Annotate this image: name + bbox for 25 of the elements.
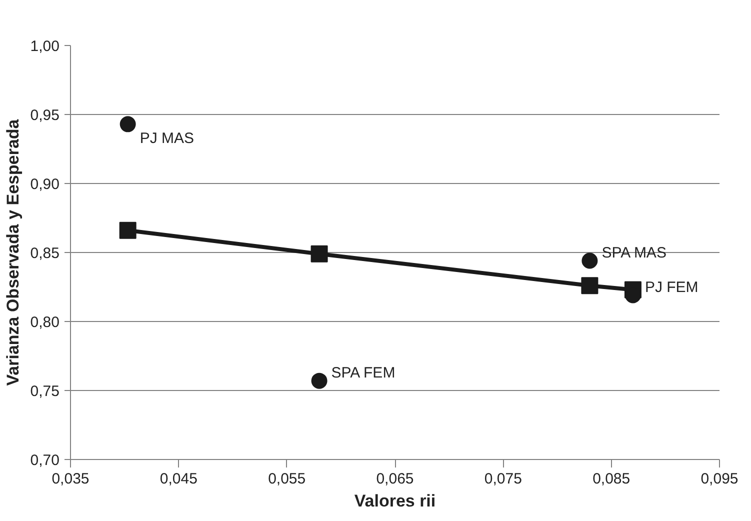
point [582,252,598,269]
y-tick-label: 1,00 [30,38,60,55]
y-tick-label: 0,90 [30,176,60,193]
x-tick-label: 0,075 [484,470,522,488]
point [581,277,598,294]
point [119,222,136,239]
point [311,372,328,389]
x-tick-label: 0,065 [376,470,414,488]
x-tick-label: 0,095 [700,470,738,488]
point [120,116,136,132]
y-tick-label: 0,70 [30,452,60,469]
y-tick-label: 0,80 [30,314,60,331]
x-tick-label: 0,055 [268,470,306,488]
x-tick-label: 0,035 [52,470,90,488]
x-tick-label: 0,045 [160,470,198,488]
x-axis-title: Valores rii [354,492,436,510]
annotation: PJ MAS [140,130,194,148]
annotation: SPA FEM [331,364,396,382]
y-tick-label: 0,95 [30,107,60,124]
point [310,245,328,262]
annotation: PJ FEM [644,278,698,296]
y-tick-label: 0,85 [30,245,60,262]
x-tick-label: 0,085 [592,470,630,488]
y-tick-label: 0,75 [30,383,60,400]
y-axis-title: Varianza Observada y Eesperada [3,118,22,386]
